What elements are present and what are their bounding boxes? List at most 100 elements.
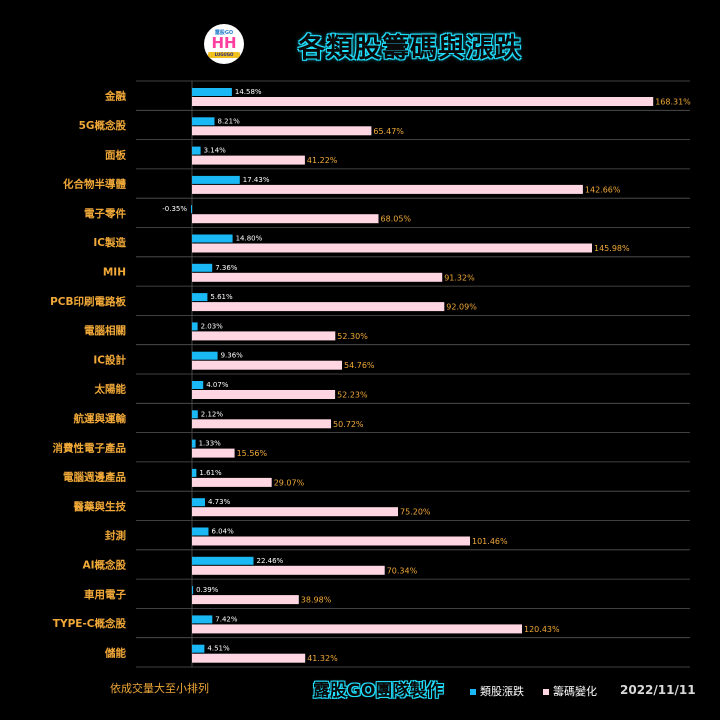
bar-change (192, 146, 201, 155)
data-label-change: -0.35% (162, 205, 187, 213)
data-label-change: 5.61% (210, 293, 233, 301)
bar-change (192, 293, 208, 302)
category-label: AI概念股 (82, 558, 126, 571)
bar-change (192, 498, 205, 507)
data-label-chip: 65.47% (373, 127, 404, 136)
category-label: 化合物半導體 (63, 178, 126, 191)
bar-change (192, 175, 240, 184)
bar-chip (192, 624, 522, 634)
legend-label-chip: 籌碼變化 (553, 685, 597, 698)
bar-chip (192, 419, 331, 429)
category-label: 太陽能 (94, 383, 127, 396)
category-label: IC製造 (93, 236, 126, 249)
data-label-change: 1.33% (199, 440, 222, 448)
data-label-chip: 29.07% (274, 478, 305, 487)
data-label-chip: 54.76% (344, 361, 375, 370)
data-label-change: 17.43% (243, 176, 270, 184)
data-label-chip: 38.98% (301, 596, 332, 605)
bar-change (192, 381, 204, 389)
bar-change (192, 556, 254, 565)
category-label: 電腦相關 (84, 324, 126, 337)
data-label-change: 4.51% (207, 645, 230, 653)
bar-chip (192, 97, 654, 106)
data-label-chip: 91.32% (444, 273, 475, 282)
bar-chip (192, 184, 583, 194)
category-label: 5G概念股 (79, 119, 127, 132)
data-label-chip: 41.32% (307, 654, 338, 663)
data-label-change: 14.58% (235, 88, 262, 96)
bar-change (192, 410, 198, 419)
bar-chip (192, 536, 470, 546)
bar-chip (192, 448, 235, 458)
bar-chip (192, 243, 592, 253)
bar-chip (192, 126, 372, 136)
bar-chip (192, 390, 336, 399)
bar-change (192, 527, 209, 536)
sort-note: 依成交量大至小排列 (110, 682, 209, 695)
logo-bottom-text: LUGUGO (208, 52, 240, 58)
data-label-change: 4.73% (208, 498, 231, 506)
bar-change (192, 439, 196, 448)
data-label-change: 14.80% (236, 235, 263, 243)
data-label-change: 8.21% (218, 117, 241, 125)
bar-change (192, 586, 194, 595)
date-label: 2022/11/11 (620, 683, 696, 697)
chart-title: 各類股籌碼與漲跌 (298, 33, 522, 64)
data-label-change: 4.07% (206, 381, 229, 389)
data-label-chip: 15.56% (237, 449, 268, 458)
bar-chip (192, 565, 385, 575)
data-label-chip: 92.09% (446, 303, 477, 312)
data-label-change: 0.39% (196, 586, 219, 594)
logo-icon: 露股GO HH LUGUGO (204, 24, 244, 64)
team-credit: 露股GO團隊製作 (313, 681, 444, 701)
legend-label-change: 類股漲跌 (480, 685, 524, 698)
bar-change (192, 117, 215, 126)
category-label: TYPE-C概念股 (53, 617, 127, 630)
bar-chip (192, 507, 398, 517)
bar-chip (192, 155, 305, 165)
data-label-change: 9.36% (221, 352, 244, 360)
bar-chip (192, 360, 342, 370)
bar-chip (192, 477, 272, 487)
legend-item-change: 類股漲跌 (470, 683, 524, 699)
category-label: 金融 (104, 90, 126, 103)
data-label-change: 7.42% (215, 615, 238, 623)
data-label-change: 7.36% (215, 264, 238, 272)
bar-change (192, 234, 233, 243)
data-label-chip: 75.20% (400, 508, 431, 517)
data-label-chip: 68.05% (381, 215, 412, 224)
category-label: 消費性電子產品 (53, 441, 127, 454)
category-label: 儲能 (104, 646, 126, 659)
category-label: 電子零件 (84, 207, 126, 220)
category-label: IC設計 (93, 353, 126, 366)
bar-chip (192, 653, 306, 663)
legend-item-chip: 籌碼變化 (543, 683, 597, 699)
data-label-change: 3.14% (204, 147, 227, 155)
bar-chip (192, 272, 443, 282)
logo-mark-text: HH (211, 34, 237, 52)
category-label: 面板 (105, 148, 126, 161)
data-label-chip: 50.72% (333, 420, 364, 429)
data-label-change: 2.03% (201, 322, 224, 330)
bar-change (192, 263, 213, 272)
data-label-change: 1.61% (199, 469, 222, 477)
data-label-change: 22.46% (257, 557, 284, 565)
bar-chip (192, 331, 336, 341)
bar-chip (192, 302, 445, 312)
category-label: 封測 (105, 529, 126, 542)
bar-change (192, 644, 205, 653)
data-label-chip: 41.22% (307, 156, 338, 165)
bar-chip (192, 214, 379, 224)
bar-change (192, 351, 218, 360)
category-label: 車用電子 (84, 588, 126, 601)
data-label-chip: 120.43% (524, 625, 560, 634)
bar-chip (192, 595, 299, 605)
category-label: 航運與運輸 (74, 412, 127, 425)
data-label-chip: 70.34% (387, 566, 418, 575)
data-label-change: 6.04% (212, 528, 235, 536)
bar-change (192, 88, 232, 96)
category-label: PCB印刷電路板 (50, 295, 126, 308)
bar-change (192, 322, 198, 331)
data-label-chip: 145.98% (594, 244, 630, 253)
